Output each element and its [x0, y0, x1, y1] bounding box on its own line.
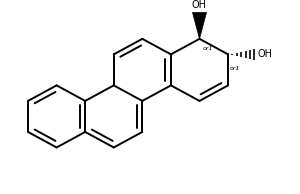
Text: or1: or1	[202, 46, 213, 51]
Polygon shape	[193, 12, 206, 39]
Text: OH: OH	[257, 49, 272, 59]
Text: OH: OH	[192, 0, 207, 10]
Text: or1: or1	[230, 66, 241, 71]
